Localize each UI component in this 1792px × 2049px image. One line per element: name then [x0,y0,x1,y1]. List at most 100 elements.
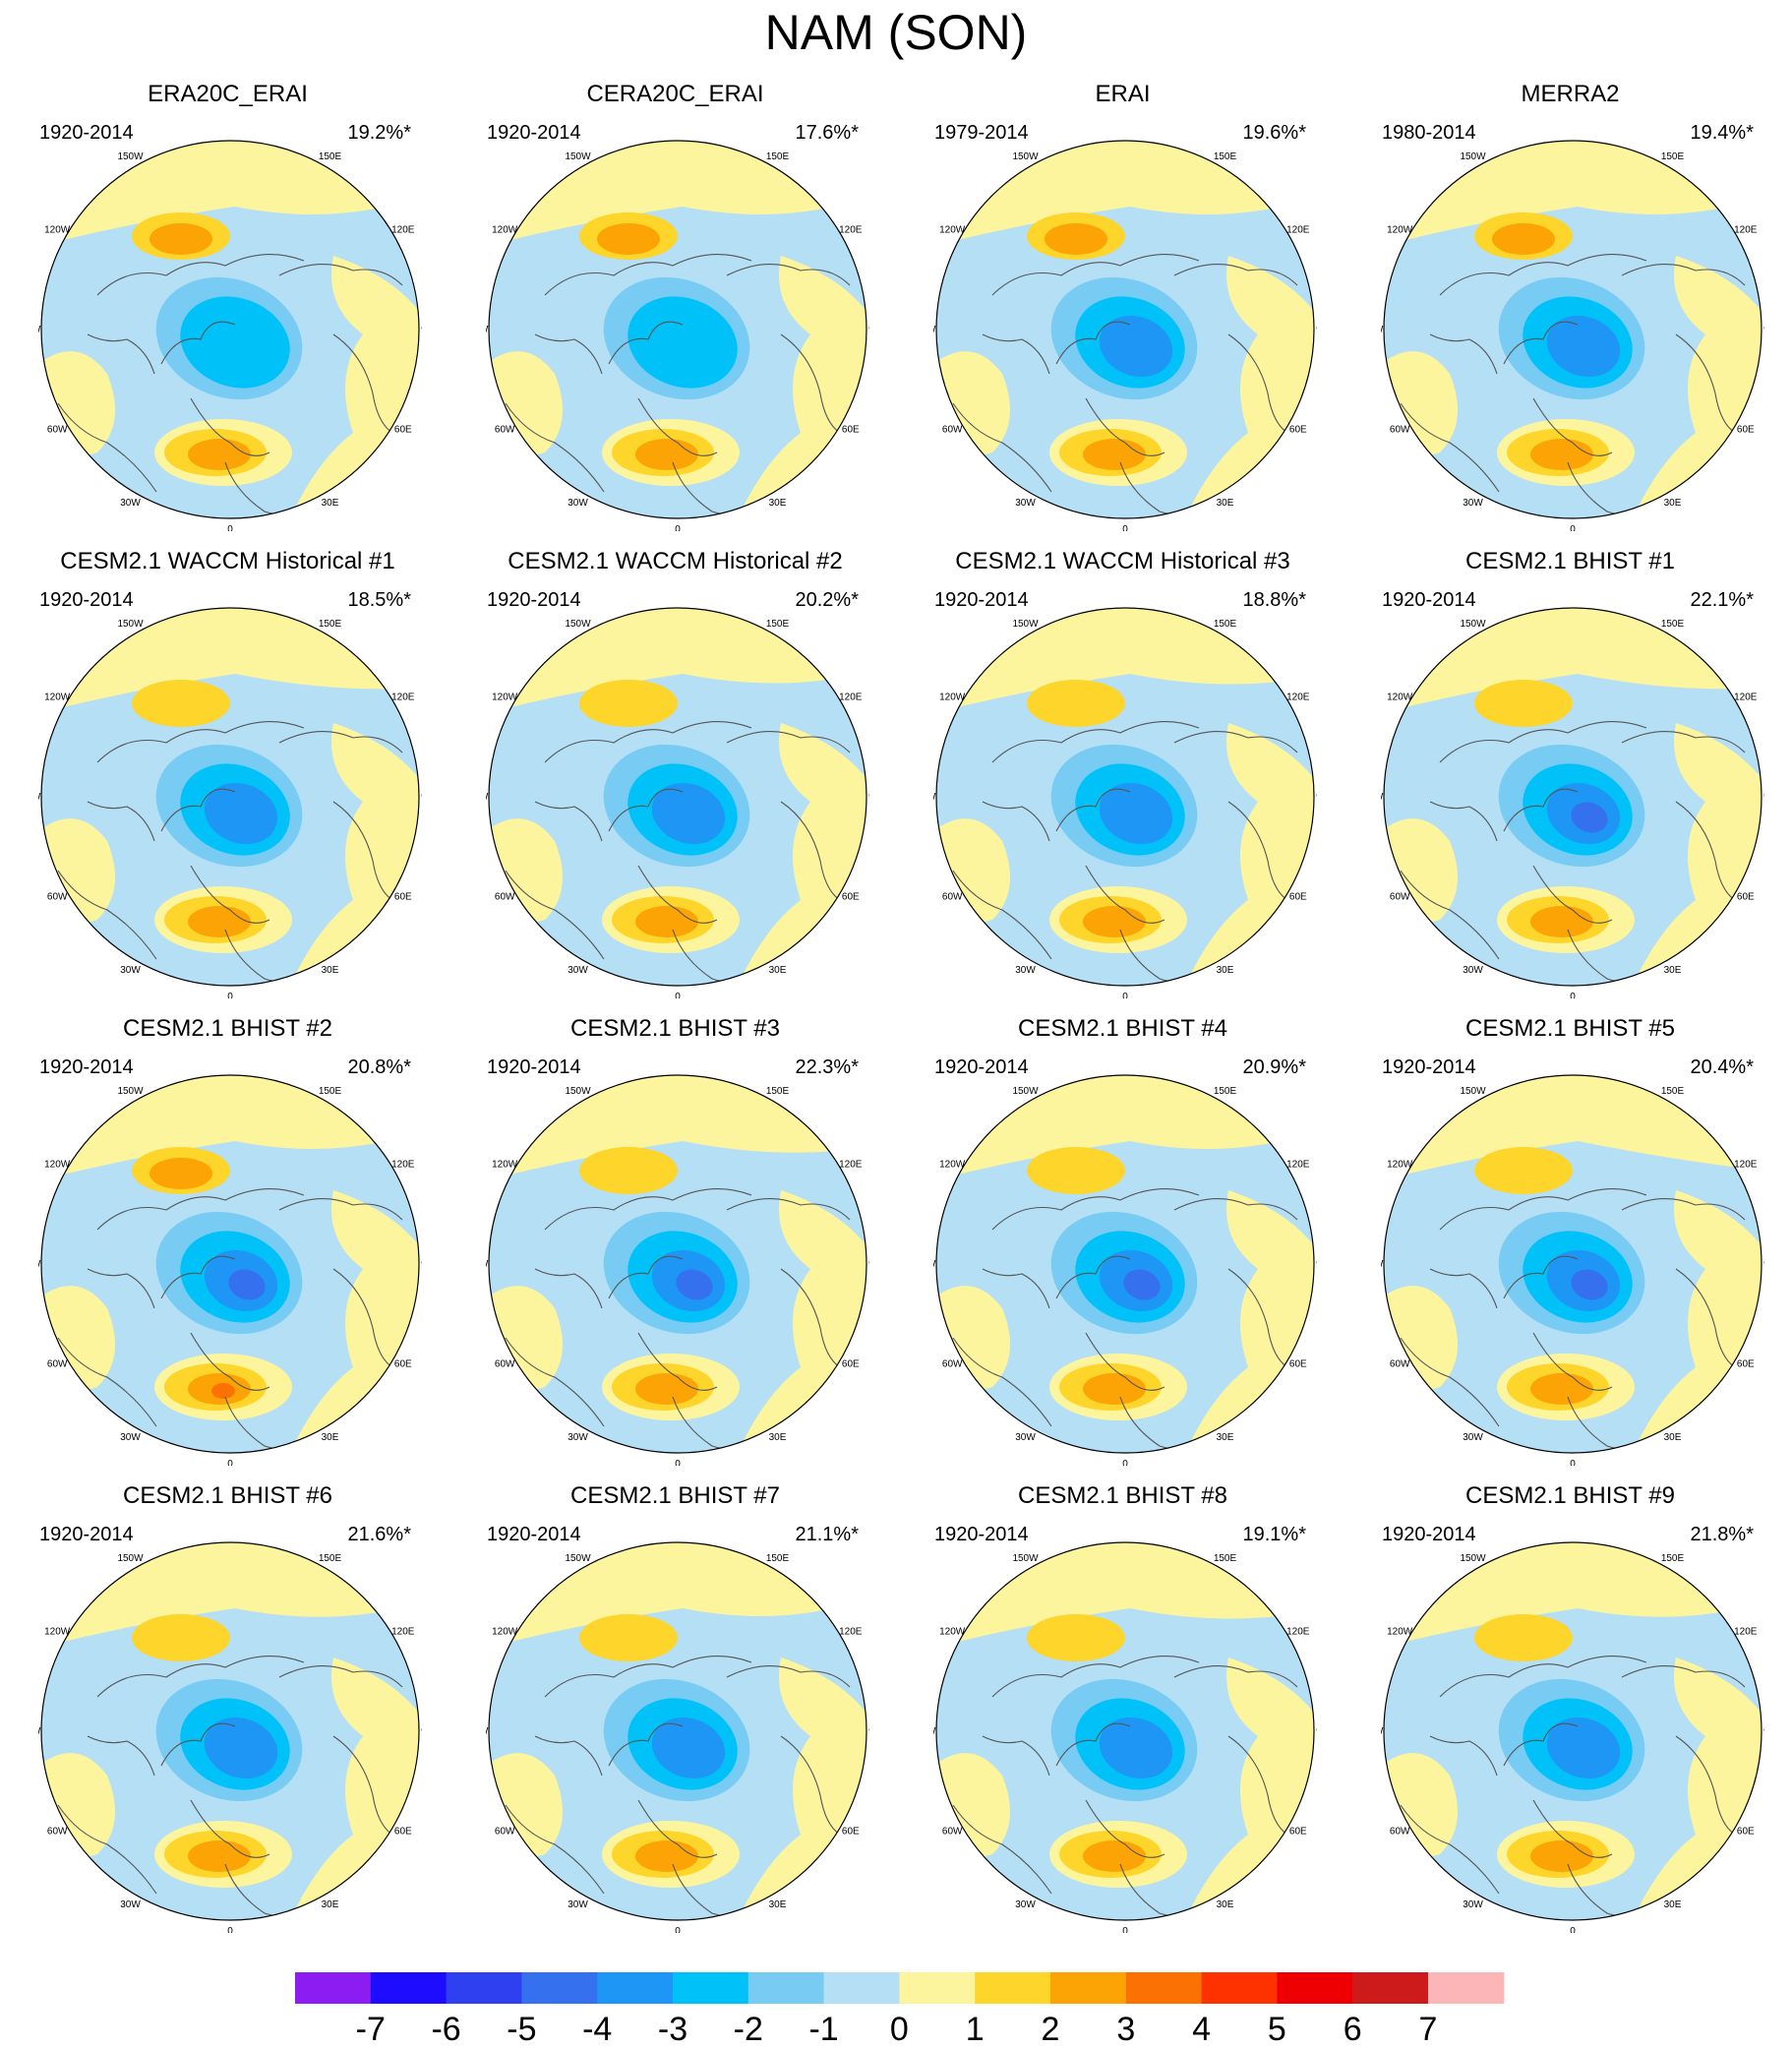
arctic-low-contour [1099,315,1173,378]
colorbar-label: -6 [431,2011,461,2048]
longitude-label: 60E [1737,1827,1755,1838]
colorbar-swatch [295,1972,372,2004]
longitude-label: 30W [1463,965,1483,976]
longitude-label: 120W [1387,693,1413,703]
map-panel: CESM2.1 WACCM Historical #1 1920-2014 18.5… [4,536,451,998]
coastline [1429,1735,1498,1777]
panel-title: CESM2.1 BHIST #9 [1465,1482,1675,1509]
map-panel: CESM2.1 BHIST #41920-201420.9%*180150E12… [899,1003,1346,1466]
longitude-label: 60W [495,892,515,903]
colorbar-swatch [1125,1972,1203,2004]
atlantic-high-contour [1530,1840,1593,1872]
colorbar-swatch [975,1972,1051,2004]
arctic-low-contour [1571,1269,1608,1300]
map-panel: ERA20C_ERAI1920-201419.2%*180150E120E90E… [4,69,451,531]
arctic-low-contour [228,1269,266,1300]
longitude-label: 60W [495,425,515,436]
map-boundary [488,140,867,519]
longitude-label: 90E [1763,1726,1764,1737]
arctic-low-contour [1546,315,1621,378]
longitude-label: 90E [1316,1259,1317,1270]
panel-period: 1920-2014 [39,589,134,611]
longitude-label: 120W [44,693,71,703]
arctic-low-contour [1546,1717,1621,1779]
arctic-low-contour [180,296,290,389]
colorbar-swatch [1050,1972,1127,2004]
coastline [160,788,236,832]
longitude-label: 30W [1015,965,1036,976]
map-panel: CESM2.1 BHIST #81920-201419.1%*180150E12… [899,1471,1346,1933]
atlantic-high-contour [188,439,251,470]
panel-period: 1920-2014 [39,1524,134,1545]
map-panel: CESM2.1 BHIST #91920-201421.8%*180150E12… [1346,1471,1792,1933]
map-boundary [40,1541,420,1921]
coastline [1085,1799,1165,1858]
longitude-label: 30W [1015,1432,1036,1443]
longitude-label: 60E [842,1359,860,1370]
coastline [534,333,603,375]
panel-title: CESM2.1 BHIST #2 [123,1015,332,1042]
longitude-label: 30E [322,965,339,976]
longitude-label: 150E [1214,619,1237,630]
longitude-label: 30E [1664,1432,1682,1443]
longitude-label: 120E [391,225,415,236]
coastline [1503,788,1579,832]
colorbar-label: -4 [582,2011,613,2048]
coastline [87,1735,155,1777]
coastline [96,1656,305,1698]
longitude-label: 0 [1570,1926,1576,1933]
longitude-label: 150W [565,1553,591,1564]
coastline [982,1268,1050,1309]
longitude-label: 60E [1737,892,1755,903]
coastline [991,721,1200,763]
coastline [544,1656,752,1698]
map-panel: CESM2.1 WACCM Historical #3 1920-2014 18.8… [899,536,1346,998]
map-panel: ERAI1979-201419.6%*180150E120E90E60E30E0… [899,69,1346,531]
longitude-label: 150W [117,1086,144,1097]
coastline [96,254,305,296]
colorbar-swatch [747,1972,825,2004]
longitude-label: 120W [1387,1160,1413,1171]
panel-title: CESM2.1 BHIST #1 [1465,548,1675,574]
panel-variance: 19.2%* [347,122,412,144]
panel-variance: 19.4%* [1690,122,1755,144]
panel-variance: 17.6%* [795,122,860,144]
coastline [190,865,270,924]
coastline [534,801,603,842]
pacific-high-contour [149,223,212,255]
longitude-label: 120E [1286,1627,1310,1638]
coastline [1532,865,1613,924]
longitude-label: 150W [1460,151,1486,162]
coastline [278,1665,403,1688]
coastline [332,1268,393,1368]
longitude-label: 60E [1289,1359,1307,1370]
coastline [608,321,684,365]
longitude-label: 90W [1381,325,1384,335]
longitude-label: 30E [1217,498,1234,509]
coastline [505,1804,605,1895]
longitude-label: 30E [1664,965,1682,976]
longitude-label: 60E [1737,1359,1755,1370]
map-panel: CESM2.1 BHIST #11920-201422.1%*180150E12… [1346,536,1792,998]
longitude-label: 90E [421,1726,422,1737]
coastline [505,870,605,960]
longitude-label: 150E [319,1553,342,1564]
map-boundary [1383,140,1762,519]
map-boundary [1383,1541,1762,1921]
longitude-label: 30W [567,965,588,976]
coastline [278,1198,403,1221]
longitude-label: 90E [421,792,422,803]
polar-map: 180150E120E90E60E30E030W60W90W120W150W [933,1541,1317,1933]
longitude-label: 90W [933,325,936,335]
pacific-high-contour [579,1614,678,1661]
coastline [726,264,851,286]
colorbar-label: -3 [657,2011,688,2048]
longitude-label: 150W [1012,151,1039,162]
longitude-label: 150E [766,619,790,630]
pacific-high-contour [579,1147,678,1194]
panel-variance: 22.3%* [795,1056,860,1078]
longitude-label: 0 [1570,524,1576,531]
panel-title: CESM2.1 WACCM Historical #3 [955,548,1290,574]
panel-title: CESM2.1 BHIST #5 [1465,1015,1675,1042]
coastline [1400,402,1500,493]
